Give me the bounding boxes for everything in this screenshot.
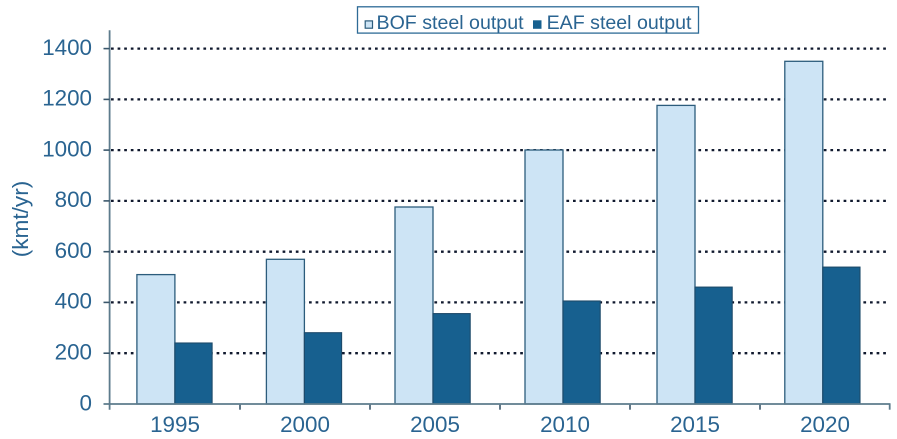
svg-text:400: 400 [55,289,92,314]
svg-text:2010: 2010 [540,412,590,437]
svg-text:1200: 1200 [42,86,92,111]
svg-text:2015: 2015 [670,412,720,437]
svg-text:2020: 2020 [800,412,850,437]
svg-text:800: 800 [55,187,92,212]
svg-text:(kmt/yr): (kmt/yr) [8,181,33,258]
svg-text:0: 0 [80,390,92,415]
svg-text:1000: 1000 [42,136,92,161]
svg-text:200: 200 [55,340,92,365]
svg-text:600: 600 [55,238,92,263]
svg-text:2000: 2000 [280,412,330,437]
svg-text:EAF steel output: EAF steel output [547,12,692,34]
svg-text:2005: 2005 [410,412,460,437]
svg-text:1995: 1995 [150,412,200,437]
svg-text:BOF steel output: BOF steel output [377,12,525,34]
svg-text:1400: 1400 [42,35,92,60]
